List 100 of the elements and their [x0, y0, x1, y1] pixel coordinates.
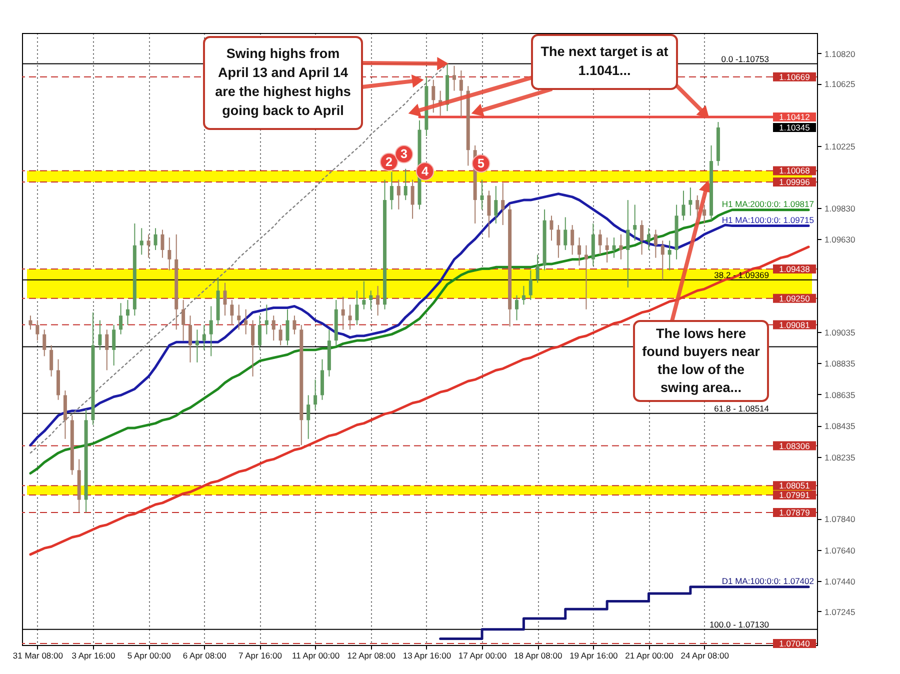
candlestick [251, 320, 255, 377]
candlestick [112, 324, 116, 366]
candlestick [459, 70, 463, 118]
candlestick [355, 290, 359, 326]
candlestick [578, 237, 582, 266]
candlestick [640, 220, 644, 256]
candlestick [348, 304, 352, 330]
series-label: H1 MA:200:0:0: 1.09817 [722, 198, 814, 209]
y-tick-label: 1.10820 [824, 48, 856, 59]
candlestick [376, 285, 380, 316]
ref-line-label: 1.09996 [779, 176, 810, 187]
y-tick-label: 1.07640 [824, 545, 856, 556]
ref-line-label: 1.08051 [779, 480, 810, 491]
x-tick-label: 31 Mar 08:00 [12, 650, 64, 660]
x-tick-label: 3 Apr 16:00 [72, 650, 116, 660]
candlestick [314, 379, 318, 410]
y-tick-label: 1.10625 [824, 79, 856, 90]
candlestick [188, 315, 192, 363]
y-tick-label: 1.09035 [824, 327, 856, 338]
x-tick-label: 18 Apr 08:00 [514, 650, 562, 660]
annotation: 1.10345 [779, 122, 810, 132]
x-tick-label: 19 Apr 16:00 [570, 650, 618, 660]
series-label: D1 MA:100:0:0: 1.07402 [722, 576, 814, 586]
candlestick [105, 329, 109, 371]
candlestick [432, 79, 436, 114]
candlestick [258, 315, 262, 350]
candlestick [278, 324, 282, 346]
annotation: The lows here found buyers near the low of the swing area... [642, 326, 761, 395]
candlestick [244, 308, 248, 335]
y-tick-label: 1.08235 [824, 452, 856, 462]
y-tick-label: 1.08435 [824, 421, 856, 432]
candlestick [28, 315, 32, 330]
x-tick-label: 11 Apr 00:00 [292, 650, 340, 660]
ref-line-label: 1.07991 [779, 490, 810, 500]
ref-line-label: 1.10068 [779, 166, 810, 176]
candlestick [570, 224, 574, 256]
annotation: 38.2 - 1.09369 [714, 270, 770, 280]
annotation: 4 [422, 164, 429, 178]
candlestick [654, 229, 658, 258]
candlestick [98, 320, 102, 350]
candlestick [195, 329, 199, 363]
ref-line-label: 1.09438 [779, 264, 810, 274]
candlestick [696, 194, 700, 221]
candlestick [390, 171, 394, 210]
candlestick [487, 190, 491, 238]
ref-line-label: 1.07040 [779, 638, 810, 648]
annotation: 61.8 - 1.08514 [714, 403, 770, 414]
candlestick [688, 187, 692, 216]
candlestick [536, 254, 540, 284]
candlestick [146, 234, 150, 258]
candlestick [528, 270, 532, 300]
candlestick [647, 228, 650, 251]
annotation: 2 [386, 154, 393, 169]
candlestick [362, 280, 366, 310]
candlestick [182, 299, 186, 342]
y-tick-label: 1.09830 [824, 203, 856, 214]
x-tick-label: 24 Apr 08:00 [680, 650, 730, 660]
x-tick-label: 13 Apr 16:00 [402, 650, 452, 660]
candlestick [550, 215, 554, 242]
candlestick [272, 315, 276, 342]
candlestick [564, 216, 568, 251]
ref-line-label: 1.08306 [779, 440, 810, 451]
line-series [29, 246, 810, 556]
y-tick-label: 1.07245 [824, 606, 856, 617]
x-tick-label: 6 Apr 08:00 [182, 650, 227, 660]
y-tick-label: 1.08635 [824, 390, 856, 400]
candlestick [605, 237, 609, 263]
data-label: 1.10412 [779, 112, 810, 122]
candlestick [264, 304, 268, 335]
y-tick-label: 1.10225 [824, 142, 856, 152]
y-tick-label: 1.07440 [824, 576, 856, 586]
candlestick [480, 179, 484, 210]
candlestick [494, 186, 498, 224]
annotation: 0.0 -1.10753 [721, 54, 770, 64]
candlestick [286, 308, 290, 346]
ref-line-label: 1.09250 [779, 293, 810, 304]
candlestick [404, 168, 408, 201]
candlestick [619, 234, 623, 260]
candlestick [515, 294, 519, 321]
candlestick [119, 302, 123, 335]
candlestick [598, 229, 602, 256]
candlestick [42, 329, 46, 357]
candlestick [126, 299, 130, 326]
candlestick [140, 228, 144, 256]
candlestick [668, 240, 672, 271]
candlestick [36, 320, 40, 342]
y-tick-label: 1.07840 [824, 514, 856, 524]
candlestick [501, 182, 505, 226]
candlestick [209, 306, 213, 357]
candlestick [50, 344, 54, 377]
candlestick [292, 315, 296, 335]
series-label: H1 MA:100:0:0: 1.09715 [722, 214, 814, 225]
candlestick [452, 65, 456, 92]
candlestick [306, 394, 310, 440]
candlestick [168, 237, 172, 271]
candlestick [223, 282, 227, 316]
candlestick [396, 179, 400, 210]
y-tick-label: 1.08835 [824, 358, 856, 369]
candlestick [522, 285, 526, 306]
x-tick-label: 12 Apr 08:00 [347, 650, 396, 660]
